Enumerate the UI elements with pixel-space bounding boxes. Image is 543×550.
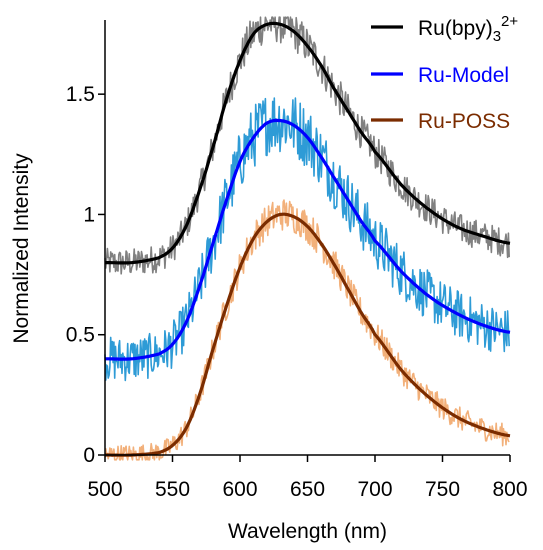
x-tick-label: 800 xyxy=(492,478,527,501)
x-tick-label: 650 xyxy=(290,478,325,501)
fit-line-ru-poss xyxy=(104,212,511,457)
y-tick-label: 1 xyxy=(83,203,95,226)
smoothed-spectra xyxy=(104,21,511,457)
x-tick-label: 700 xyxy=(357,478,392,501)
fit-line-ru-bpy xyxy=(104,21,511,265)
axes: 500 550 600 650 700 750 800 0 0.5 1 1.5 Wavelength … xyxy=(10,20,528,543)
y-tick-label: 1.5 xyxy=(66,83,95,106)
x-tick-label: 500 xyxy=(87,478,122,501)
raw-trace-ru-poss xyxy=(104,199,510,461)
x-axis-title: Wavelength (nm) xyxy=(228,520,387,543)
y-tick-label: 0 xyxy=(83,444,95,467)
legend-label-ru-model: Ru-Model xyxy=(418,64,509,87)
x-tick-label: 750 xyxy=(425,478,460,501)
y-tick-label: 0.5 xyxy=(66,324,95,347)
legend: Ru(bpy)32+ Ru-Model Ru-POSS xyxy=(371,13,518,133)
y-axis-title: Normalized Intensity xyxy=(10,153,33,344)
x-tick-label: 550 xyxy=(155,478,190,501)
legend-label-ru-bpy: Ru(bpy)32+ xyxy=(418,13,518,45)
legend-label-ru-poss: Ru-POSS xyxy=(418,110,510,133)
x-tick-label: 600 xyxy=(222,478,257,501)
fit-line-ru-model xyxy=(104,118,511,361)
